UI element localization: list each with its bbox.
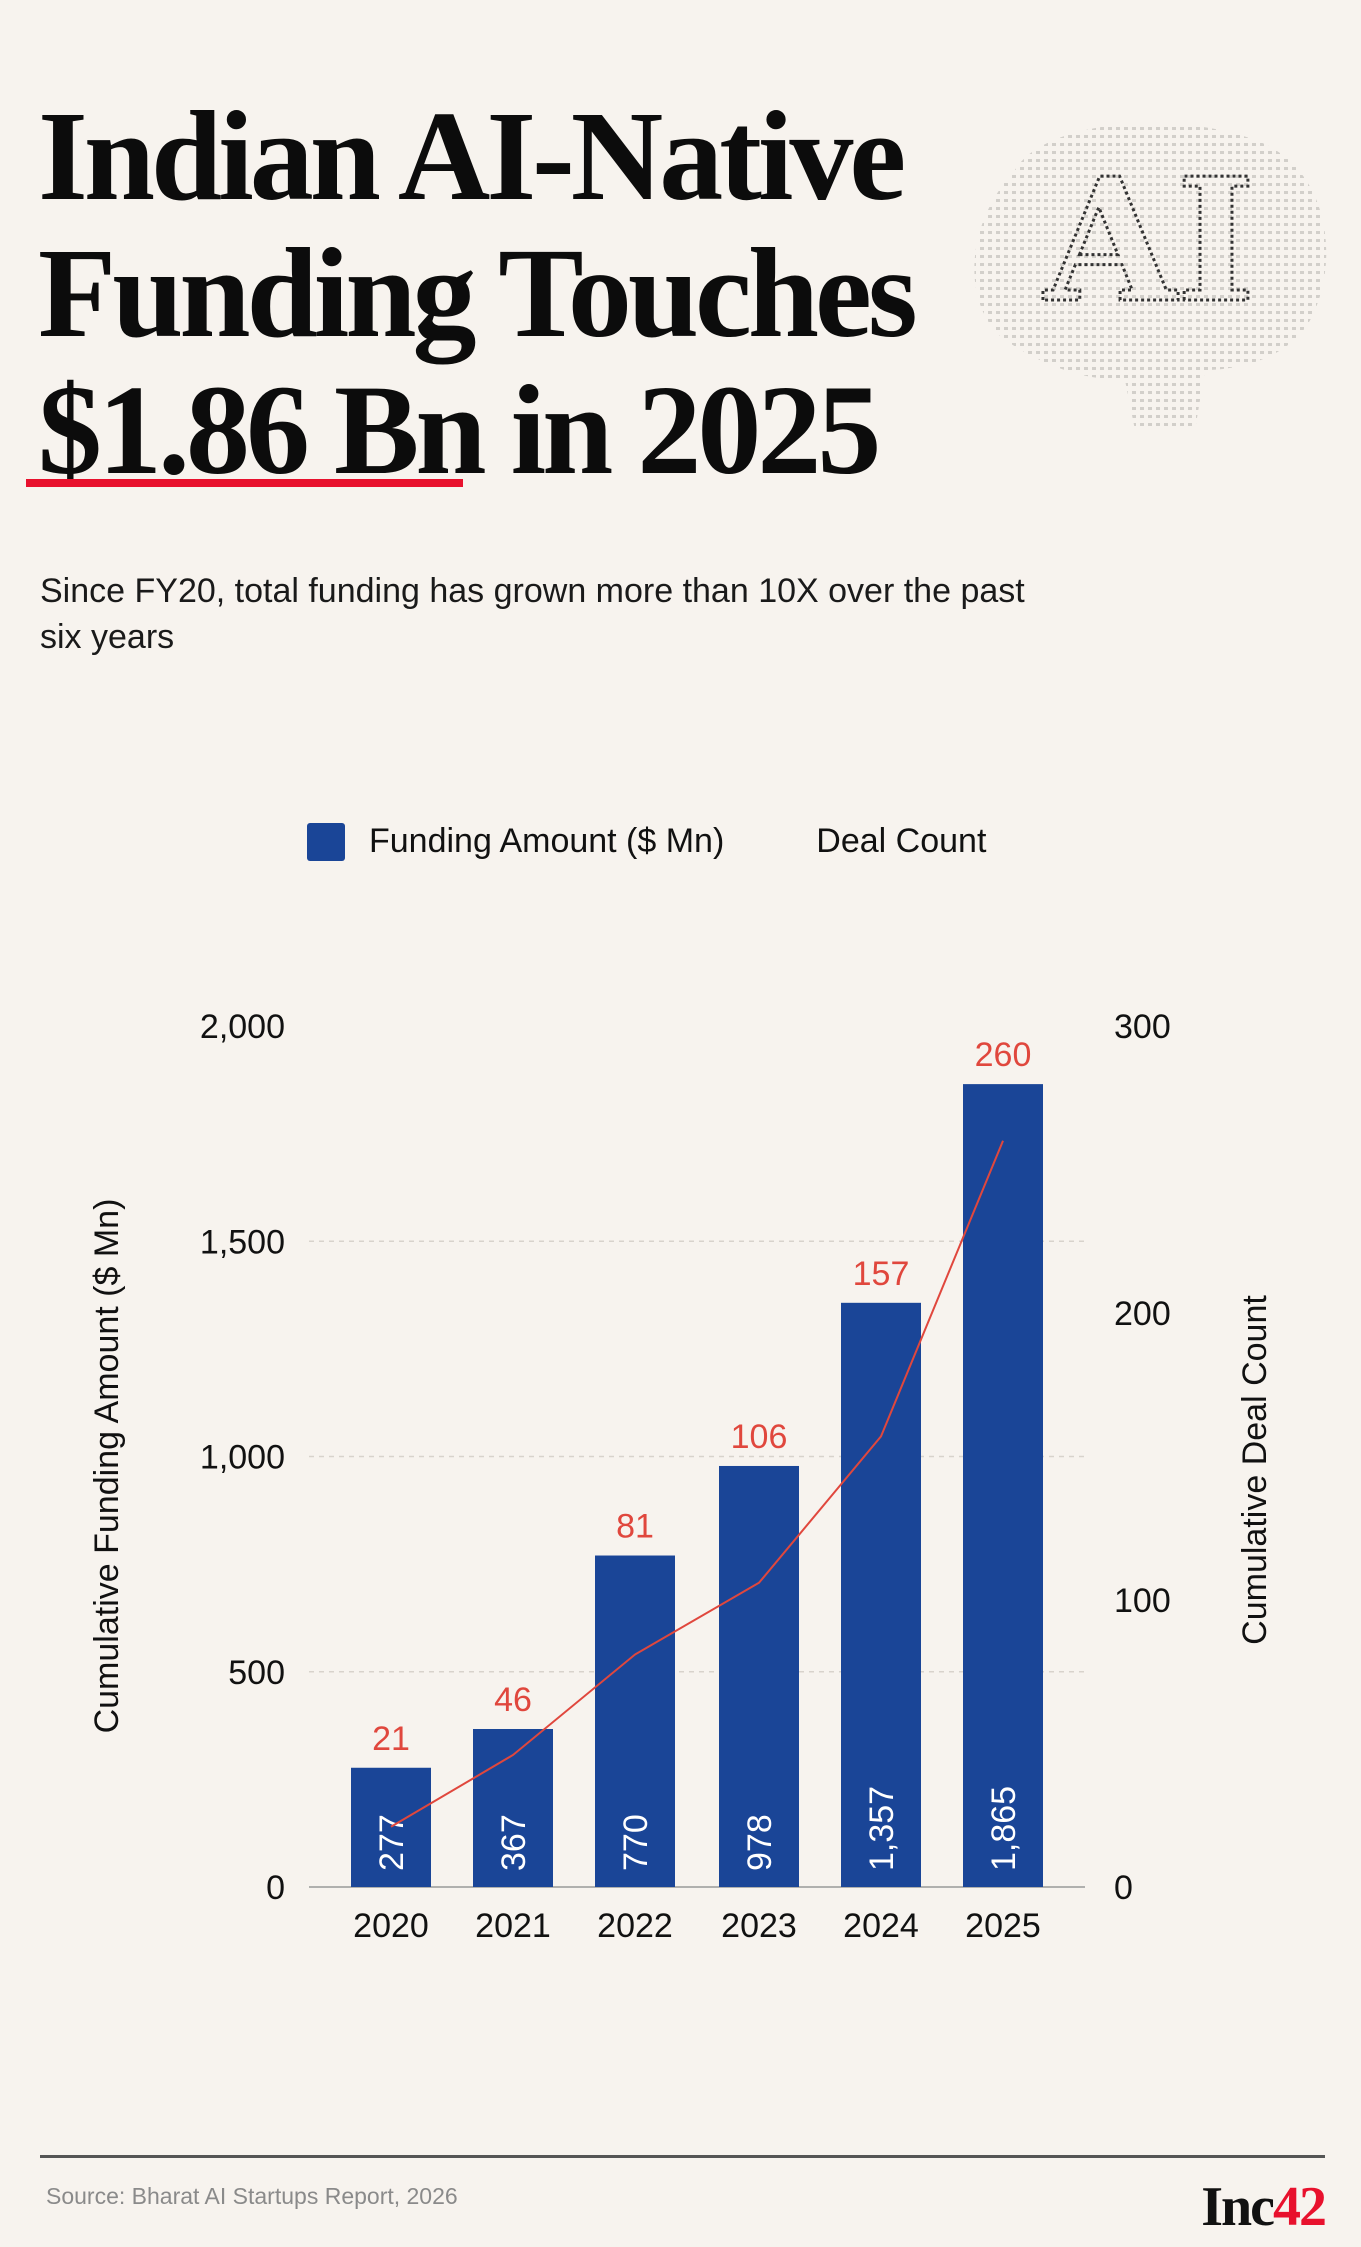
legend-swatch-funding xyxy=(307,822,345,861)
x-tick-label: 2020 xyxy=(353,1907,429,1945)
x-tick-label: 2022 xyxy=(597,1907,673,1945)
logo-text: Inc xyxy=(1201,2176,1275,2238)
bar xyxy=(351,1767,431,1887)
title-line-2: Funding Touches xyxy=(38,222,918,364)
deal-count-line xyxy=(390,1140,1004,1828)
title-underline xyxy=(26,479,463,487)
bar-value-label: 277 xyxy=(373,1814,411,1871)
chart-legend: Funding Amount ($ Mn) Deal Count xyxy=(307,822,986,861)
y2-tick-label: 0 xyxy=(1114,1869,1133,1907)
x-tick-label: 2023 xyxy=(721,1907,797,1945)
legend-label-funding: Funding Amount ($ Mn) xyxy=(369,822,725,860)
bar-value-label: 1,865 xyxy=(985,1786,1023,1871)
bar-value-label: 367 xyxy=(495,1814,533,1871)
y2-tick-label: 100 xyxy=(1114,1582,1171,1620)
y-tick-label: 0 xyxy=(266,1869,285,1907)
bar-value-label: 978 xyxy=(741,1814,779,1871)
footer-divider xyxy=(40,2155,1325,2158)
ai-brain-illustration: AI xyxy=(974,123,1327,430)
bar xyxy=(595,1555,675,1887)
y-axis-title: Cumulative Funding Amount ($ Mn) xyxy=(88,1199,126,1734)
bar xyxy=(963,1084,1043,1887)
x-tick-label: 2024 xyxy=(843,1907,919,1945)
deal-count-label: 106 xyxy=(731,1418,788,1456)
funding-chart: 0 500 1,000 1,500 2,000 0 100 200 300 Cumulative … xyxy=(88,1008,1274,1945)
deal-count-label: 157 xyxy=(853,1255,910,1293)
title-highlight: $1.86 Bn xyxy=(38,359,487,501)
deal-count-label: 81 xyxy=(616,1508,654,1546)
x-tick-label: 2025 xyxy=(965,1907,1041,1945)
source-note: Source: Bharat AI Startups Report, 2026 xyxy=(46,2183,458,2209)
inc42-logo: Inc42 xyxy=(1201,2175,1327,2239)
subtitle: Since FY20, total funding has grown more… xyxy=(40,572,1025,656)
y2-tick-label: 300 xyxy=(1114,1008,1171,1046)
y-tick-label: 500 xyxy=(228,1654,285,1692)
y2-tick-label: 200 xyxy=(1114,1295,1171,1333)
y2-axis-title: Cumulative Deal Count xyxy=(1236,1295,1274,1645)
page-title: Indian AI-Native Funding Touches $1.86 B… xyxy=(38,85,918,499)
bar-value-label: 770 xyxy=(617,1814,655,1871)
title-line-1: Indian AI-Native xyxy=(38,85,906,227)
ai-letters: AI xyxy=(1042,141,1255,341)
bar-value-label: 1,357 xyxy=(863,1786,901,1871)
bar xyxy=(841,1302,921,1887)
deal-count-label: 21 xyxy=(372,1720,410,1758)
title-rest: in 2025 xyxy=(482,359,882,501)
title-line-3: $1.86 Bn in 2025 xyxy=(38,362,914,499)
y-tick-label: 1,000 xyxy=(200,1439,285,1477)
deal-count-label: 260 xyxy=(975,1036,1032,1074)
deal-count-label: 46 xyxy=(494,1681,532,1719)
logo-number: 42 xyxy=(1273,2176,1327,2238)
bar xyxy=(719,1465,799,1887)
y-tick-label: 2,000 xyxy=(200,1008,285,1046)
legend-label-deals: Deal Count xyxy=(816,822,987,860)
y-tick-label: 1,500 xyxy=(200,1223,285,1261)
x-tick-label: 2021 xyxy=(475,1907,551,1945)
